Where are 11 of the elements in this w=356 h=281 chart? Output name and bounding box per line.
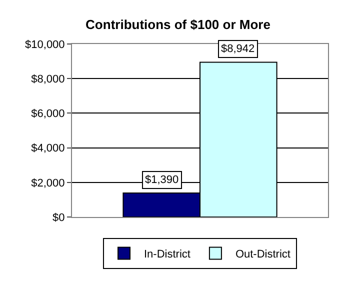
y-tick-label: $8,000 [31,73,65,86]
data-label: $8,942 [221,43,255,55]
data-label: $1,390 [145,174,179,186]
legend-label: Out-District [235,248,290,261]
y-tick-label: $4,000 [31,142,65,155]
chart-title: Contributions of $100 or More [86,16,270,32]
y-tick-label: $0 [52,212,65,224]
legend-label: In-District [144,248,190,261]
y-tick-label: $10,000 [25,38,65,51]
y-tick-label: $6,000 [31,108,65,120]
y-tick-label: $2,000 [31,177,65,190]
